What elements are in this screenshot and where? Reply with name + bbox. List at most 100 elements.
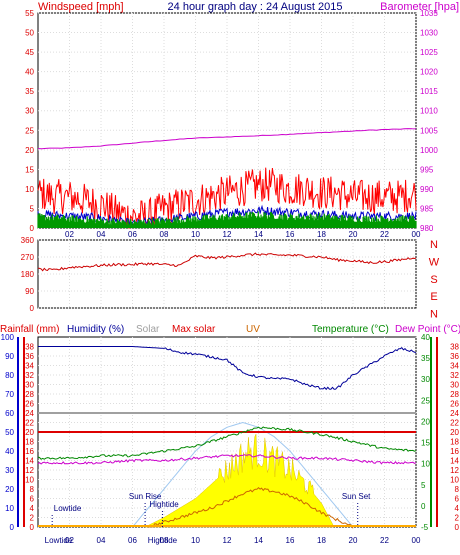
compass-label: S (430, 274, 437, 286)
compass-label: N (430, 239, 438, 251)
dewpoint-tick-label: 24 (450, 409, 459, 418)
wind-panel-frame (37, 12, 417, 229)
dewpoint-tick-label: 28 (450, 390, 459, 399)
humidity-tick-label: 2 (30, 514, 35, 523)
series-dew (37, 454, 417, 465)
wind-x-tick-label: 06 (128, 230, 137, 239)
wind-tick-label: 20 (25, 146, 34, 155)
legend-item: Humidity (%) (67, 324, 124, 335)
temp-tick-label: 10 (421, 460, 430, 469)
annotation-label: Sun Rise (129, 492, 162, 501)
baro-tick-label: 995 (420, 165, 434, 174)
chart-title: 24 hour graph day : 24 August 2015 (168, 1, 343, 13)
rain-tick-label: 100 (1, 333, 15, 342)
temp-tick-label: 5 (421, 481, 426, 490)
humidity-tick-label: 36 (25, 352, 34, 361)
humidity-tick-label: 32 (25, 371, 34, 380)
temp-tick-label: 30 (421, 375, 430, 384)
rain-tick-label: 80 (5, 371, 14, 380)
wx-x-tick-label: 18 (317, 536, 326, 545)
dewpoint-tick-label: 38 (450, 343, 459, 352)
dewpoint-tick-label: 36 (450, 352, 459, 361)
wind-x-tick-label: 04 (97, 230, 106, 239)
humidity-tick-label: 10 (25, 476, 34, 485)
rain-tick-label: 50 (5, 428, 14, 437)
wind-tick-label: 30 (25, 107, 34, 116)
humidity-tick-label: 4 (30, 504, 35, 513)
humidity-tick-label: 28 (25, 390, 34, 399)
wind-tick-label: 50 (25, 29, 34, 38)
tide-axis-label: Hightide (148, 536, 178, 545)
wind-tick-label: 40 (25, 68, 34, 77)
wind-panel: 0510152025303540455055980985990995100010… (25, 9, 438, 239)
compass-label: N (430, 309, 438, 321)
wind-x-tick-label: 14 (254, 230, 263, 239)
wx-x-tick-label: 02 (65, 536, 74, 545)
dewpoint-tick-label: 4 (455, 504, 460, 513)
dewpoint-tick-label: 8 (455, 485, 460, 494)
temp-tick-label: 15 (421, 439, 430, 448)
annotation-label: Lowtide (54, 504, 82, 513)
series-gust (37, 211, 417, 229)
temp-tick-label: -5 (421, 523, 429, 532)
dewpoint-tick-label: 32 (450, 371, 459, 380)
wx-x-tick-label: 08 (160, 536, 169, 545)
humidity-tick-label: 14 (25, 457, 34, 466)
dir-tick-label: 360 (21, 236, 35, 245)
humidity-tick-label: 38 (25, 343, 34, 352)
wx-x-tick-label: 04 (97, 536, 106, 545)
dewpoint-tick-label: 14 (450, 457, 459, 466)
temp-tick-label: 40 (421, 333, 430, 342)
wind-x-tick-label: 16 (286, 230, 295, 239)
temp-tick-label: 20 (421, 417, 430, 426)
rain-tick-label: 90 (5, 352, 14, 361)
dir-tick-label: 90 (25, 287, 34, 296)
baro-tick-label: 985 (420, 204, 434, 213)
wind-x-tick-label: 12 (223, 230, 232, 239)
baro-tick-label: 1015 (420, 87, 438, 96)
wind-tick-label: 10 (25, 185, 34, 194)
baro-tick-label: 1005 (420, 126, 438, 135)
wx-x-tick-label: 20 (349, 536, 358, 545)
dewpoint-tick-label: 12 (450, 466, 459, 475)
humidity-tick-label: 34 (25, 362, 34, 371)
dewpoint-tick-label: 2 (455, 514, 460, 523)
weather-panel: Rainfall (mm) Humidity (%) Solar Max solar U… (0, 324, 460, 545)
series-solar (144, 433, 335, 528)
rain-tick-label: 60 (5, 409, 14, 418)
wind-x-tick-label: 20 (349, 230, 358, 239)
legend-item: Solar (136, 324, 160, 335)
humidity-tick-label: 8 (30, 485, 35, 494)
dir-tick-label: 180 (21, 270, 35, 279)
annotation-label: Sun Set (342, 492, 371, 501)
humidity-tick-label: 22 (25, 419, 34, 428)
wind-x-tick-label: 02 (65, 230, 74, 239)
wind-x-tick-label: 10 (191, 230, 200, 239)
dewpoint-tick-label: 34 (450, 362, 459, 371)
humidity-tick-label: 20 (25, 428, 34, 437)
baro-tick-label: 1025 (420, 48, 438, 57)
legend-item: Temperature (°C) (312, 324, 389, 335)
rain-tick-label: 30 (5, 466, 14, 475)
wx-x-tick-label: 06 (128, 536, 137, 545)
legend-item: UV (246, 324, 260, 335)
wind-axis-label: Windspeed [mph] (38, 1, 124, 13)
compass-label: W (429, 256, 440, 268)
rain-tick-label: 20 (5, 485, 14, 494)
wind-x-tick-label: 08 (160, 230, 169, 239)
annotation-label: Hightide (149, 500, 179, 509)
legend-item: Rainfall (mm) (0, 324, 59, 335)
temp-tick-label: 25 (421, 396, 430, 405)
series-baro (37, 128, 417, 150)
dewpoint-tick-label: 10 (450, 476, 459, 485)
wind-x-tick-label: 22 (380, 230, 389, 239)
baro-tick-label: 1010 (420, 107, 438, 116)
rain-tick-label: 0 (10, 523, 15, 532)
dewpoint-tick-label: 26 (450, 400, 459, 409)
wind-tick-label: 35 (25, 87, 34, 96)
humidity-tick-label: 16 (25, 447, 34, 456)
dewpoint-tick-label: 6 (455, 495, 460, 504)
wx-x-tick-label: 16 (286, 536, 295, 545)
rain-tick-label: 40 (5, 447, 14, 456)
temp-tick-label: 0 (421, 502, 426, 511)
